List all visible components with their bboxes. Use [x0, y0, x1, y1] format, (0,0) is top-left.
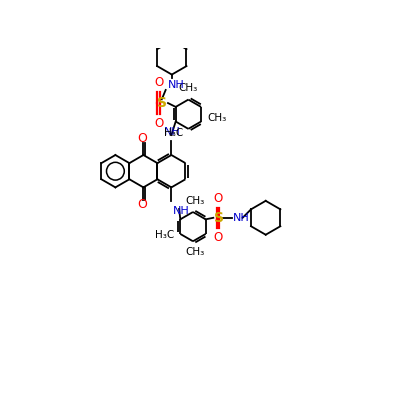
Text: NH: NH [173, 206, 190, 216]
Text: CH₃: CH₃ [207, 114, 226, 124]
Text: O: O [137, 132, 147, 144]
Text: O: O [154, 117, 163, 130]
Text: CH₃: CH₃ [185, 248, 204, 258]
Text: H₃C: H₃C [155, 230, 174, 240]
Text: O: O [154, 76, 163, 89]
Text: S: S [214, 211, 224, 225]
Text: O: O [213, 192, 222, 205]
Text: CH₃: CH₃ [185, 196, 204, 206]
Text: S: S [157, 96, 167, 110]
Text: NH: NH [233, 213, 250, 223]
Text: H₃C: H₃C [164, 128, 184, 138]
Text: O: O [137, 198, 147, 211]
Text: NH: NH [168, 80, 185, 90]
Text: CH₃: CH₃ [179, 84, 198, 94]
Text: O: O [213, 231, 222, 244]
Text: NH: NH [164, 127, 180, 137]
